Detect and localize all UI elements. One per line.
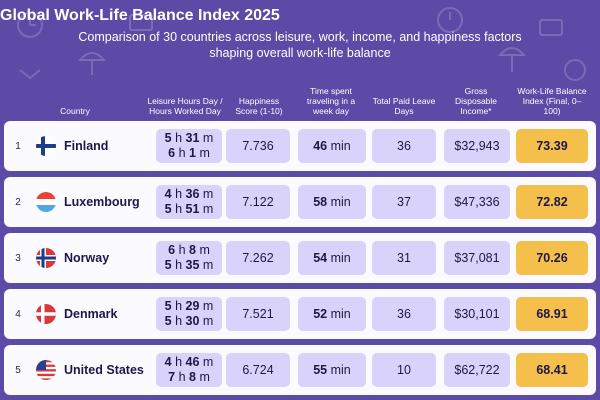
travel-time: 58 min	[298, 185, 366, 219]
happiness-score: 7.262	[226, 241, 290, 275]
country-name: United States	[64, 363, 144, 377]
column-header-happiness: Happiness Score (1-10)	[235, 96, 283, 116]
column-header-country: Country	[60, 106, 90, 116]
column-header-leisure: Leisure Hours Day / Hours Worked Day	[147, 96, 223, 116]
rank: 3	[15, 252, 21, 264]
page-title: Global Work-Life Balance Index 2025	[0, 7, 280, 24]
paid-leave-days: 10	[372, 353, 436, 387]
country-name: Denmark	[64, 307, 118, 321]
work-life-index: 68.41	[516, 353, 588, 387]
disposable-income: $62,722	[444, 353, 510, 387]
rank: 4	[15, 308, 21, 320]
finland-flag-icon	[36, 136, 56, 156]
work-life-index: 73.39	[516, 129, 588, 163]
disposable-income: $47,336	[444, 185, 510, 219]
rank: 2	[15, 196, 21, 208]
happiness-score: 7.521	[226, 297, 290, 331]
country-name: Norway	[64, 251, 110, 265]
happiness-score: 7.122	[226, 185, 290, 219]
usa-flag-icon	[36, 360, 56, 380]
rank: 5	[15, 364, 21, 376]
happiness-score: 6.724	[226, 353, 290, 387]
column-header-travel: Time spent traveling in a week day	[306, 86, 356, 116]
work-life-index: 68.91	[516, 297, 588, 331]
denmark-flag-icon	[36, 304, 56, 324]
travel-time: 46 min	[298, 129, 366, 163]
luxembourg-flag-icon	[36, 192, 56, 212]
paid-leave-days: 37	[372, 185, 436, 219]
travel-time: 52 min	[298, 297, 366, 331]
column-header-index: Work-Life Balance Index (Final, 0–100)	[517, 86, 587, 116]
travel-time: 55 min	[298, 353, 366, 387]
disposable-income: $37,081	[444, 241, 510, 275]
paid-leave-days: 31	[372, 241, 436, 275]
column-header-income: Gross Disposable Income*	[454, 86, 498, 116]
paid-leave-days: 36	[372, 297, 436, 331]
disposable-income: $32,943	[444, 129, 510, 163]
column-header-leave: Total Paid Leave Days	[372, 96, 436, 116]
work-life-index: 72.82	[516, 185, 588, 219]
background-pattern	[17, 7, 586, 81]
paid-leave-days: 36	[372, 129, 436, 163]
country-name: Finland	[64, 139, 109, 153]
norway-flag-icon	[36, 248, 56, 268]
travel-time: 54 min	[298, 241, 366, 275]
disposable-income: $30,101	[444, 297, 510, 331]
work-life-index: 70.26	[516, 241, 588, 275]
happiness-score: 7.736	[226, 129, 290, 163]
country-name: Luxembourg	[64, 195, 140, 209]
rank: 1	[15, 140, 21, 152]
page-subtitle: Comparison of 30 countries across leisur…	[78, 30, 522, 60]
